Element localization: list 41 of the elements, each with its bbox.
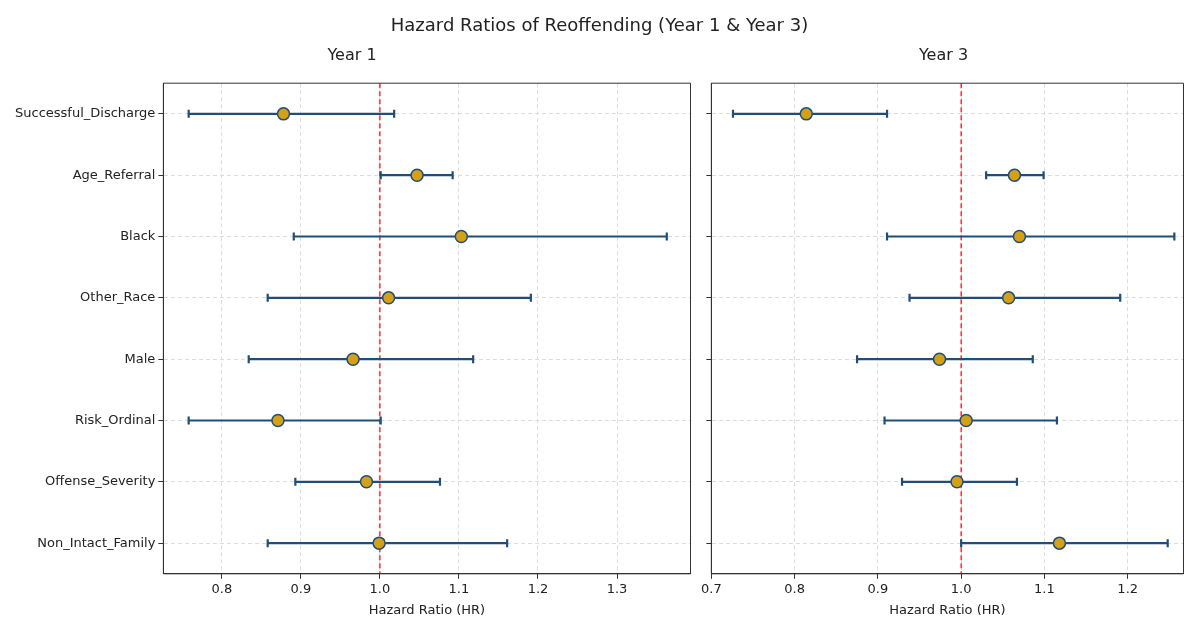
- y-tick-label: Age_Referral: [72, 166, 156, 182]
- y-tick-label: Successful_Discharge: [15, 105, 156, 121]
- point: [359, 475, 374, 489]
- x-tick-label: 1.1: [1034, 580, 1055, 596]
- point: [271, 413, 285, 428]
- point: [1052, 536, 1067, 550]
- y-tick-label: Other_Race: [80, 289, 156, 305]
- chart-subtitle: Year 3: [917, 44, 969, 64]
- x-axis-title: Hazard Ratio (HR): [368, 601, 486, 617]
- y-tick-label: Risk_Ordinal: [74, 411, 156, 427]
- point: [381, 291, 396, 305]
- chart-subtitle: Year 1: [326, 44, 377, 64]
- x-axis-title: Hazard Ratio (HR): [889, 601, 1006, 617]
- chart-title: Hazard Ratios of Reoffending (Year 1 & Year 3): [389, 13, 810, 37]
- x-tick-label: 1.0: [950, 580, 972, 596]
- x-tick-label: 0.8: [211, 580, 233, 596]
- point: [1012, 229, 1027, 244]
- point: [346, 352, 360, 366]
- point: [372, 536, 386, 550]
- x-tick-label: 1.2: [527, 580, 549, 596]
- point: [950, 475, 964, 489]
- x-tick-label: 0.7: [700, 580, 722, 596]
- x-tick-label: 0.9: [867, 580, 889, 596]
- x-tick-label: 1.3: [606, 580, 628, 596]
- y-tick-label: Male: [124, 350, 156, 366]
- point: [959, 413, 973, 428]
- x-tick-label: 1.0: [369, 580, 391, 596]
- y-tick-label: Black: [120, 227, 156, 243]
- point: [932, 352, 947, 366]
- y-tick-label: Non_Intact_Family: [37, 534, 156, 550]
- point: [410, 168, 424, 182]
- x-tick-label: 0.8: [784, 580, 805, 596]
- point: [1007, 168, 1022, 182]
- point: [799, 107, 814, 121]
- x-tick-label: 1.1: [448, 580, 470, 596]
- point: [276, 107, 291, 121]
- point: [454, 229, 469, 244]
- x-tick-label: 1.2: [1117, 580, 1139, 596]
- point: [1001, 291, 1016, 305]
- x-tick-label: 0.9: [290, 580, 312, 596]
- y-tick-label: Offense_Severity: [44, 473, 156, 489]
